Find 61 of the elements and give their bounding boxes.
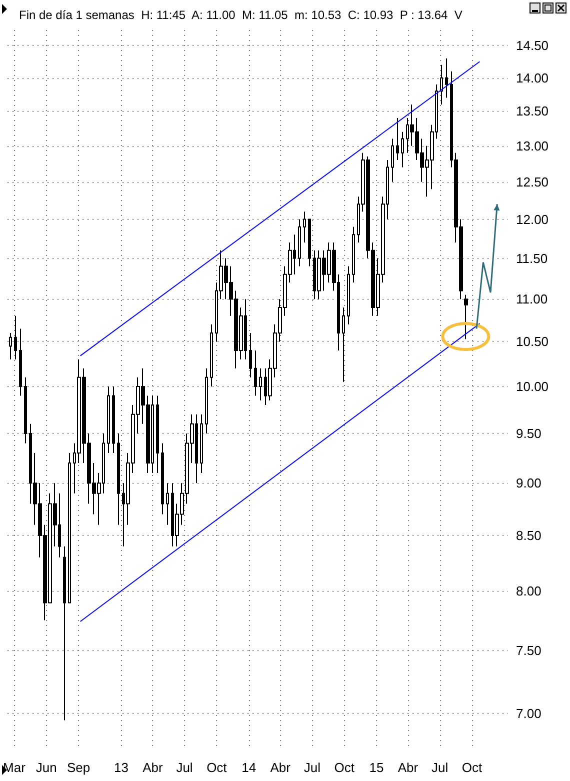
x-tick-label: 13 (114, 760, 128, 775)
candlestick (117, 433, 120, 526)
candlestick (107, 386, 110, 454)
candlestick (391, 138, 394, 182)
x-tick-label: Jun (36, 760, 57, 775)
x-tick-label: Abr (398, 760, 419, 775)
x-tick-label: Abr (270, 760, 292, 775)
y-tick-label: 13.50 (516, 104, 549, 119)
y-tick-label: 10.50 (516, 334, 549, 350)
y-tick-label: 7.00 (516, 706, 542, 722)
y-tick-label: 12.00 (516, 212, 549, 227)
candlestick (200, 414, 203, 474)
x-tick-label: Oct (334, 760, 355, 775)
y-tick-label: 12.50 (516, 174, 549, 190)
y-tick-label: 7.50 (516, 642, 542, 658)
y-tick-label: 10.00 (516, 378, 549, 394)
x-tick-label: Jul (176, 760, 193, 775)
x-tick-label: Oct (206, 760, 228, 775)
y-tick-label: 9.50 (516, 426, 542, 442)
candlestick (19, 328, 22, 396)
chart-title: Fin de día 1 semanas H: 11:45 A: 11.00 M: 11.05 m: 10.53 C: 10.93 P : 13.64 V (19, 8, 462, 22)
candlestick (259, 368, 262, 401)
candlestick (68, 452, 71, 604)
x-tick-label: Sep (66, 760, 90, 775)
candlestick (14, 315, 17, 360)
y-tick-label: 11.00 (516, 292, 548, 307)
candlestick (298, 218, 301, 267)
y-tick-label: 14.00 (516, 70, 549, 86)
candlestick (445, 58, 448, 98)
candlestick (347, 266, 350, 325)
candlestick (161, 442, 164, 515)
y-tick-label: 11.50 (516, 250, 548, 266)
y-tick-label: 9.00 (516, 476, 542, 491)
candlestick (166, 482, 169, 526)
y-tick-label: 13.00 (516, 138, 549, 154)
candlestick (63, 546, 66, 721)
candlestick (401, 131, 404, 168)
candlestick (308, 218, 311, 267)
x-tick-label: 15 (369, 760, 384, 775)
x-tick-label: Abr (142, 760, 164, 775)
candlestick (9, 332, 12, 360)
y-tick-label: 8.00 (516, 584, 542, 599)
candlestick (205, 368, 208, 434)
candlestick (24, 376, 27, 444)
candlestick (303, 211, 306, 243)
y-tick-label: 14.50 (516, 38, 549, 54)
candlestick (210, 324, 213, 387)
candlestick (156, 395, 159, 474)
y-tick-label: 8.50 (516, 528, 542, 544)
candlestick (254, 350, 257, 396)
x-tick-label: Oct (462, 760, 482, 775)
candlestick (440, 64, 443, 105)
candlestick (464, 294, 468, 340)
x-tick-label: Jul (304, 760, 321, 775)
candlestick (342, 306, 345, 382)
candlestick (112, 386, 115, 454)
x-tick-label: Jul (431, 760, 448, 775)
candlestick (396, 118, 399, 161)
candlestick (249, 332, 252, 378)
candlestick (352, 226, 355, 284)
x-tick-label: 14 (242, 760, 256, 775)
